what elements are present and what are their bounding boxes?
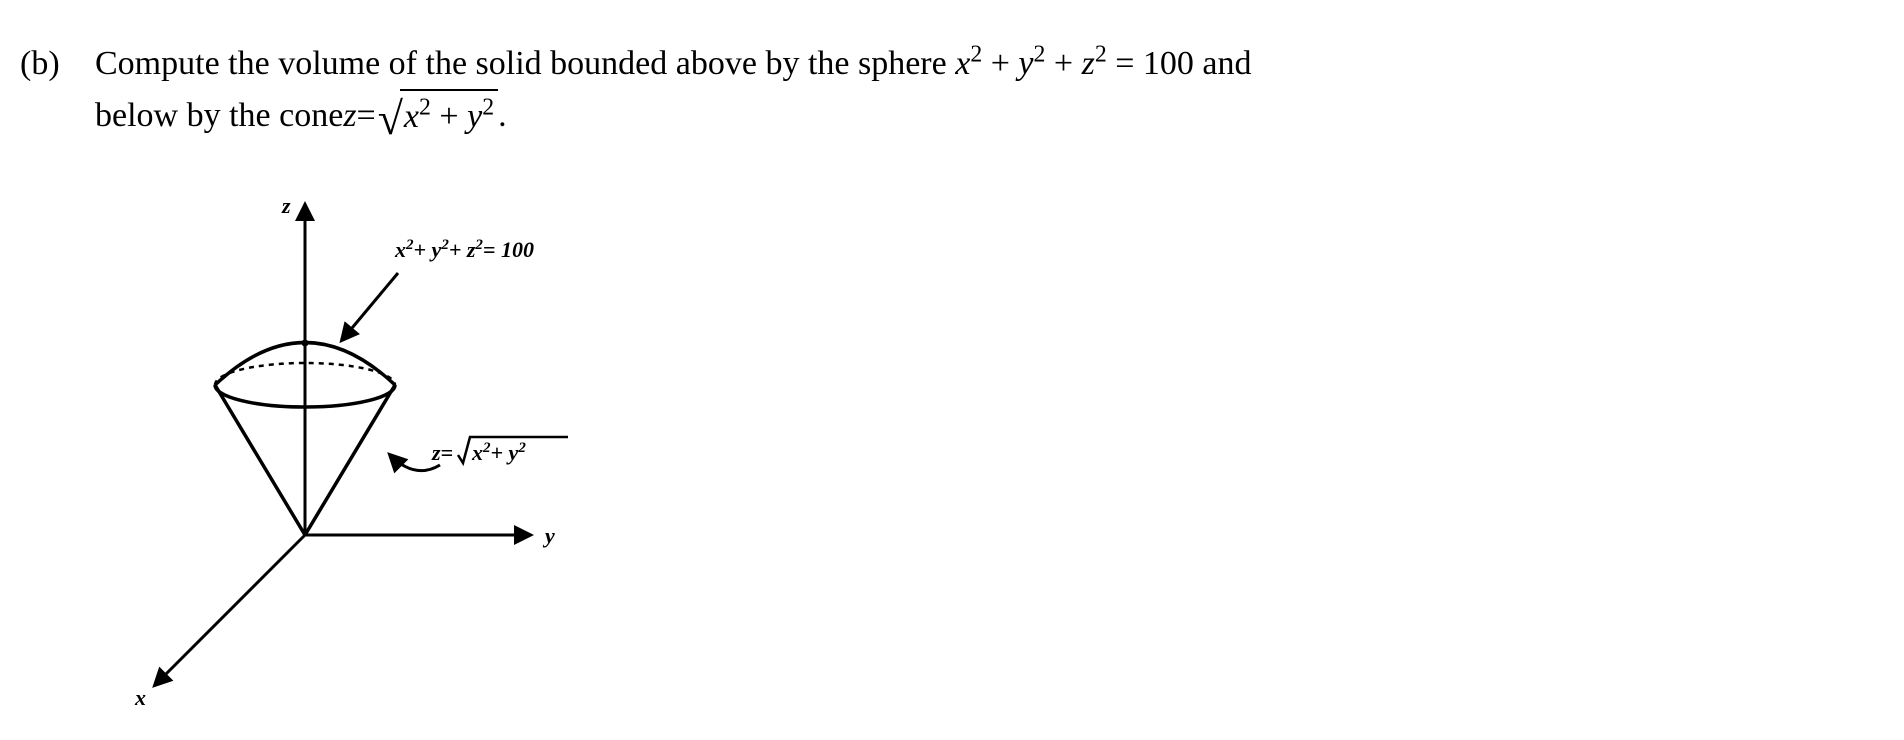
problem-label: (b) [20,38,95,89]
text-part1: Compute the volume of the solid bounded … [95,45,955,82]
cone-label-radicand: x2+ y2 [471,440,526,465]
sphere-label-arrow [342,273,398,340]
x-label: x [134,685,146,710]
problem-body: Compute the volume of the solid bounded … [95,38,1880,142]
cone-eq: z = √ x2 + y2 [343,89,498,142]
z-label: z [281,193,291,218]
text-period: . [498,90,507,141]
text-line2a: below by the cone [95,90,343,141]
cone-label: z= [431,440,453,465]
apex-point [302,340,309,347]
text-part2: and [1194,45,1252,82]
problem-statement: (b) Compute the volume of the solid boun… [20,38,1880,142]
diagram-3d: x2+ y2+ z2= 100 z= x2+ y2 z y x [130,185,630,725]
sphere-label: x2+ y2+ z2= 100 [394,237,534,262]
sphere-eq: x2 + y2 + z2 = 100 [955,45,1194,82]
y-label: y [542,523,555,548]
x-axis [155,535,305,685]
sqrt-icon: √ [378,101,403,138]
